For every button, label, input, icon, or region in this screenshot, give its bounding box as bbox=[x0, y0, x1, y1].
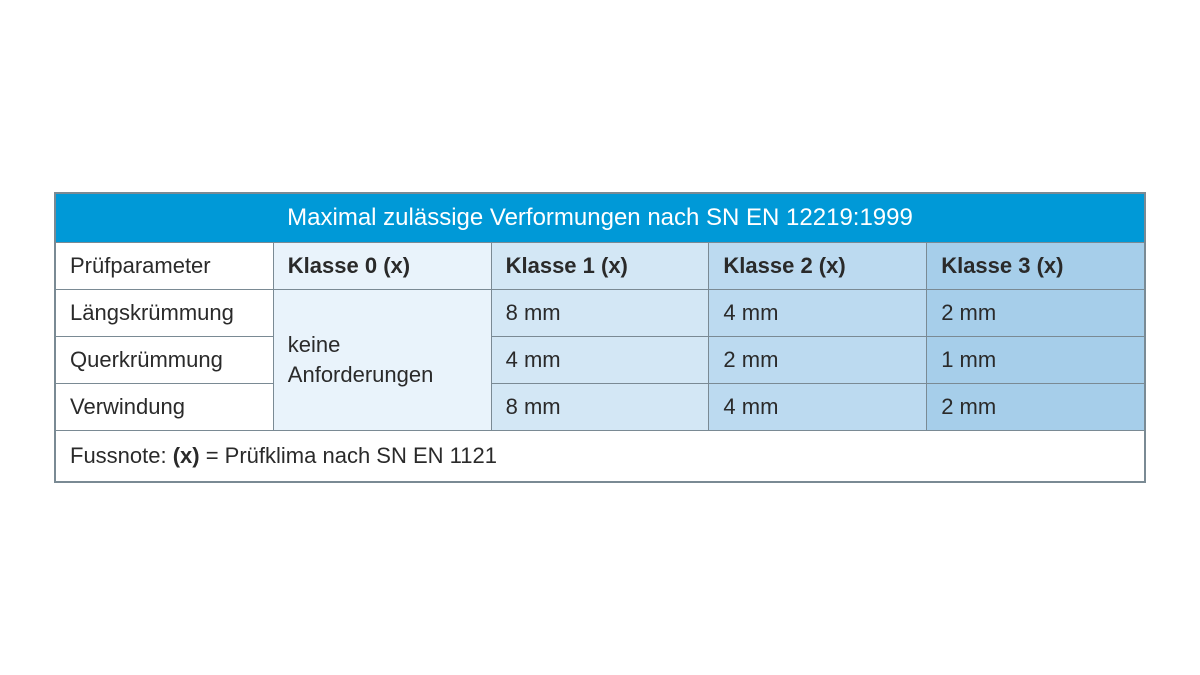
table-row: Längskrümmung keine Anforderungen 8 mm 4… bbox=[56, 290, 1145, 337]
cell-k2-r2: 4 mm bbox=[709, 384, 927, 431]
header-klasse-2: Klasse 2 (x) bbox=[709, 243, 927, 290]
merged-line2: Anforderungen bbox=[288, 362, 434, 387]
cell-k2-r0: 4 mm bbox=[709, 290, 927, 337]
cell-param-querkruemmung: Querkrümmung bbox=[56, 337, 274, 384]
table-header-row: Prüfparameter Klasse 0 (x) Klasse 1 (x) … bbox=[56, 243, 1145, 290]
merged-line1: keine bbox=[288, 332, 341, 357]
footnote-cell: Fussnote: (x) = Prüfklima nach SN EN 112… bbox=[56, 431, 1145, 482]
table-footnote-row: Fussnote: (x) = Prüfklima nach SN EN 112… bbox=[56, 431, 1145, 482]
cell-k0-keine-anforderungen: keine Anforderungen bbox=[273, 290, 491, 431]
table-title-row: Maximal zulässige Verformungen nach SN E… bbox=[56, 194, 1145, 243]
deformation-table: Maximal zulässige Verformungen nach SN E… bbox=[54, 192, 1146, 483]
header-pruefparameter: Prüfparameter bbox=[56, 243, 274, 290]
footnote-prefix: Fussnote: bbox=[70, 443, 173, 468]
header-klasse-0: Klasse 0 (x) bbox=[273, 243, 491, 290]
cell-param-verwindung: Verwindung bbox=[56, 384, 274, 431]
cell-k1-r1: 4 mm bbox=[491, 337, 709, 384]
cell-k2-r1: 2 mm bbox=[709, 337, 927, 384]
header-klasse-3: Klasse 3 (x) bbox=[927, 243, 1145, 290]
table: Maximal zulässige Verformungen nach SN E… bbox=[55, 193, 1145, 482]
header-klasse-1: Klasse 1 (x) bbox=[491, 243, 709, 290]
cell-k1-r0: 8 mm bbox=[491, 290, 709, 337]
cell-k3-r0: 2 mm bbox=[927, 290, 1145, 337]
cell-k1-r2: 8 mm bbox=[491, 384, 709, 431]
table-title: Maximal zulässige Verformungen nach SN E… bbox=[56, 194, 1145, 243]
table-row: Verwindung 8 mm 4 mm 2 mm bbox=[56, 384, 1145, 431]
cell-k3-r1: 1 mm bbox=[927, 337, 1145, 384]
footnote-bold: (x) bbox=[173, 443, 200, 468]
cell-param-laengskruemmung: Längskrümmung bbox=[56, 290, 274, 337]
footnote-suffix: = Prüfklima nach SN EN 1121 bbox=[200, 443, 497, 468]
cell-k3-r2: 2 mm bbox=[927, 384, 1145, 431]
table-row: Querkrümmung 4 mm 2 mm 1 mm bbox=[56, 337, 1145, 384]
